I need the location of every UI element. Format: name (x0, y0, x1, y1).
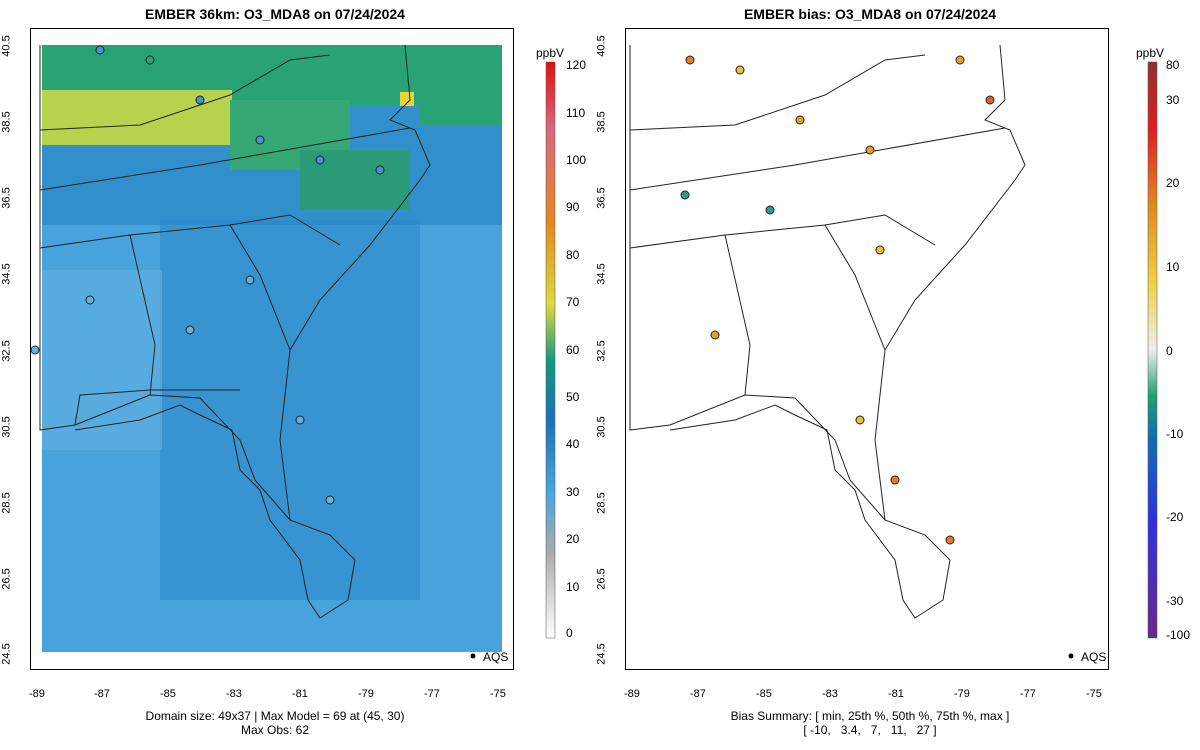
y-tick: 38.5 (0, 111, 13, 133)
left-colorbar-unit: ppbV (536, 46, 565, 60)
cb-tick: 80 (566, 248, 580, 262)
y-tick: 28.5 (0, 492, 13, 514)
right-panel-title: EMBER bias: O3_MDA8 on 07/24/2024 (743, 6, 997, 22)
x-tick: -79 (954, 688, 970, 700)
right-footer-line2: [ -10, 3.4, 7, 11, 27 ] (803, 723, 937, 737)
y-tick: 30.5 (0, 416, 13, 438)
x-tick: -75 (490, 688, 506, 700)
model-field (42, 45, 502, 652)
y-tick: 40.5 (595, 35, 608, 57)
right-footer-line1: Bias Summary: [ min, 25th %, 50th %, 75t… (730, 709, 1010, 723)
cb-tick: 100 (566, 153, 587, 167)
cb-tick: 30 (1166, 93, 1180, 107)
right-colorbar (1147, 61, 1158, 639)
left-footer-line1: Domain size: 49x37 | Max Model = 69 at (… (145, 709, 405, 723)
cb-tick: 40 (566, 437, 580, 451)
y-tick: 34.5 (595, 263, 608, 285)
cb-tick: 30 (566, 485, 580, 499)
cb-tick: -20 (1166, 510, 1184, 524)
x-tick: -79 (358, 688, 374, 700)
x-tick: -77 (1020, 688, 1036, 700)
x-tick: -81 (888, 688, 904, 700)
right-bias-points (680, 55, 995, 545)
y-tick: 24.5 (595, 643, 608, 665)
x-tick: -89 (624, 688, 640, 700)
x-tick: -83 (226, 688, 242, 700)
y-tick: 32.5 (595, 340, 608, 362)
y-tick: 26.5 (0, 568, 13, 590)
left-colorbar (545, 61, 556, 639)
cb-tick: -100 (1166, 628, 1191, 642)
cb-tick: 60 (566, 343, 580, 357)
cb-tick: 80 (1166, 58, 1180, 72)
right-colorbar-unit: ppbV (1136, 46, 1165, 60)
cb-tick: 20 (1166, 176, 1180, 190)
x-tick: -75 (1086, 688, 1102, 700)
y-tick: 28.5 (595, 492, 608, 514)
x-tick: -85 (756, 688, 772, 700)
left-panel-title: EMBER 36km: O3_MDA8 on 07/24/2024 (145, 6, 405, 22)
y-tick: 34.5 (0, 263, 13, 285)
cb-tick: 10 (566, 580, 580, 594)
left-obs-points (30, 45, 385, 505)
x-tick: -87 (690, 688, 706, 700)
right-coastline (629, 44, 1026, 619)
right-map-frame (625, 28, 1109, 670)
y-tick: 38.5 (595, 111, 608, 133)
cb-tick: -10 (1166, 427, 1184, 441)
y-tick: 30.5 (595, 416, 608, 438)
x-tick: -83 (822, 688, 838, 700)
cb-tick: 110 (566, 106, 586, 120)
y-tick: 26.5 (595, 568, 608, 590)
cb-tick: 10 (1166, 260, 1180, 274)
right-legend-label: AQS (1081, 650, 1107, 664)
cb-tick: 0 (1166, 344, 1173, 358)
x-tick: -89 (29, 688, 45, 700)
left-legend-dot (470, 653, 476, 659)
left-map-frame (30, 28, 514, 670)
cb-tick: 120 (566, 58, 587, 72)
x-tick: -85 (160, 688, 176, 700)
x-tick: -77 (424, 688, 440, 700)
x-tick: -87 (94, 688, 110, 700)
y-tick: 36.5 (0, 187, 13, 209)
cb-tick: 50 (566, 390, 580, 404)
left-footer-line2: Max Obs: 62 (240, 723, 310, 737)
cb-tick: 70 (566, 295, 580, 309)
cb-tick: 20 (566, 532, 580, 546)
cb-tick: -30 (1166, 594, 1184, 608)
y-tick: 36.5 (595, 187, 608, 209)
y-tick: 40.5 (0, 35, 13, 57)
cb-tick: 90 (566, 200, 580, 214)
cb-tick: 0 (566, 626, 573, 640)
left-coastline (39, 44, 431, 619)
left-legend-label: AQS (483, 650, 509, 664)
right-legend-dot (1068, 653, 1074, 659)
y-tick: 24.5 (0, 643, 13, 665)
x-tick: -81 (292, 688, 308, 700)
y-tick: 32.5 (0, 340, 13, 362)
